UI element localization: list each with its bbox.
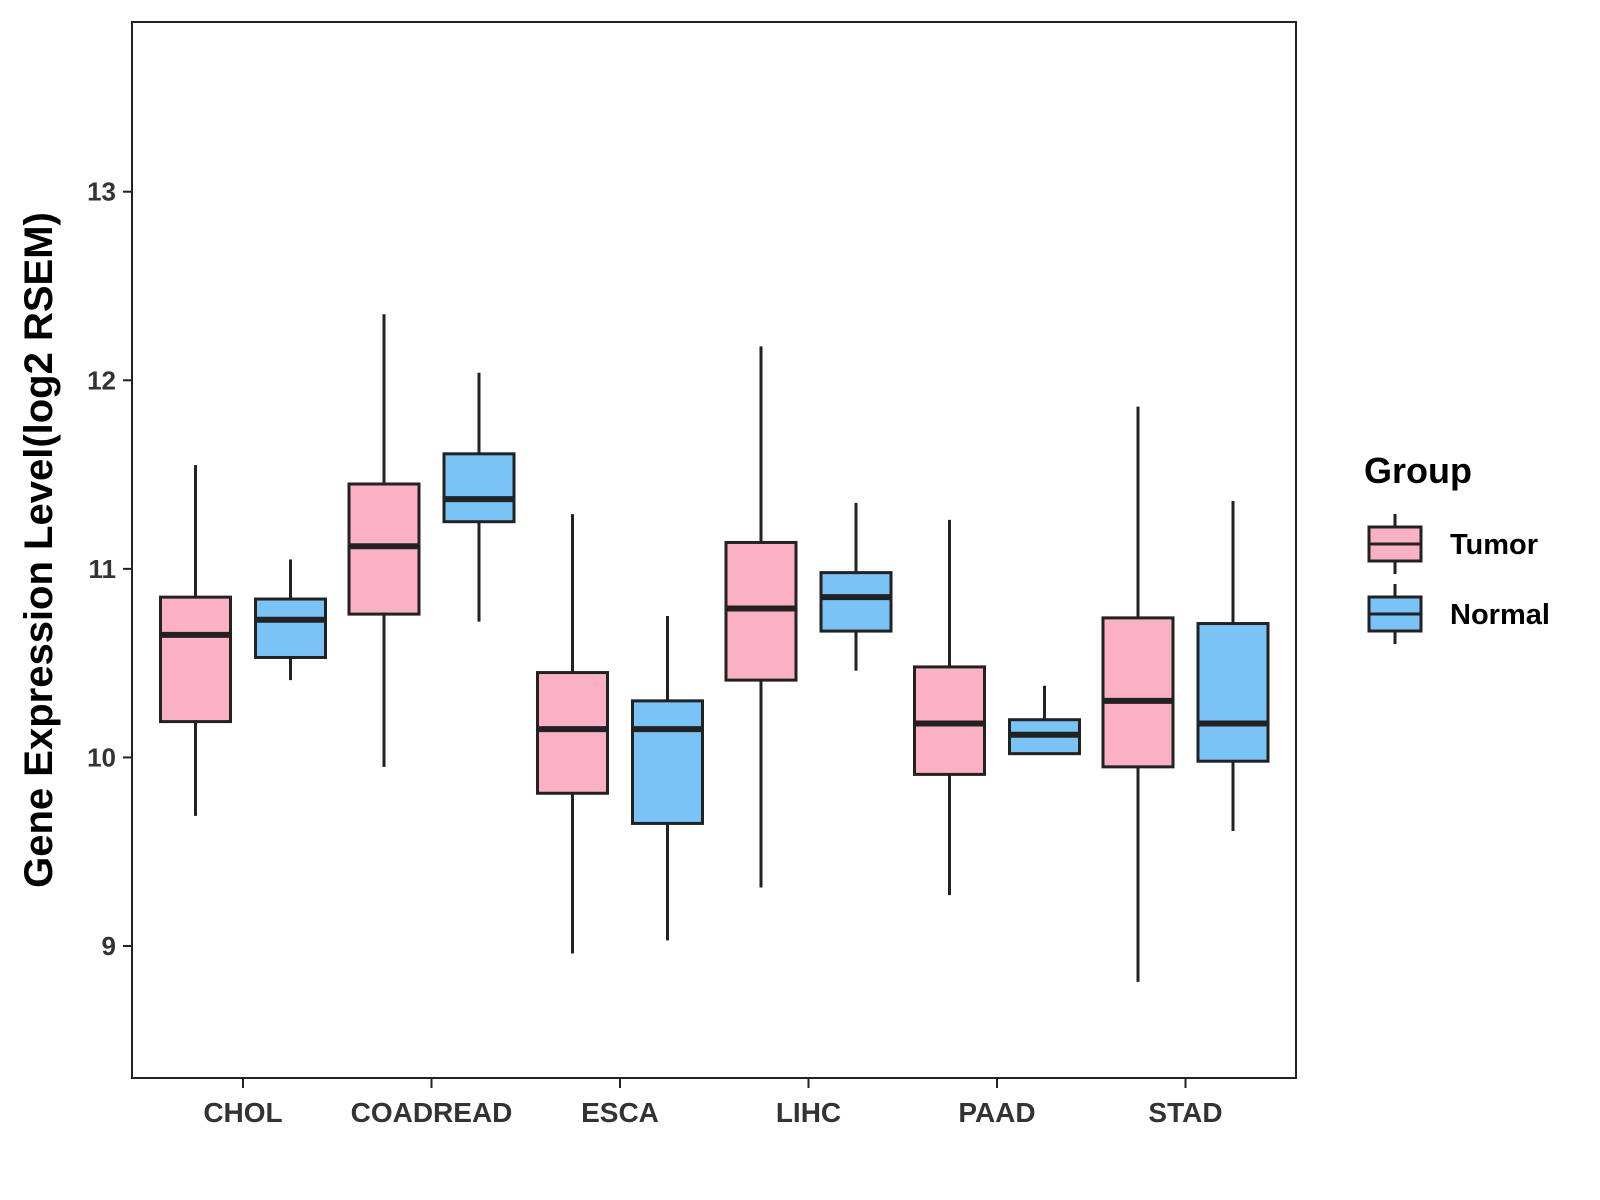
- y-tick-label: 13: [87, 177, 116, 207]
- box-iqr: [631, 699, 704, 825]
- box-iqr: [442, 452, 516, 524]
- legend-label: Normal: [1450, 599, 1550, 631]
- box-normal-lihc: [819, 502, 893, 671]
- box-tumor-lihc: [724, 346, 798, 888]
- plot-marks: [159, 314, 1270, 982]
- y-tick-label: 12: [87, 365, 116, 395]
- box-iqr: [159, 595, 232, 724]
- legend-item-normal: Normal: [1367, 584, 1550, 644]
- legend-item-tumor: Tumor: [1367, 514, 1538, 574]
- x-axis: CHOL COADREAD ESCA LIHC PAAD STAD: [203, 1078, 1223, 1128]
- box-tumor-chol: [159, 465, 232, 816]
- box-tumor-esca: [536, 514, 609, 954]
- y-axis: 9 10 11 12 13: [87, 177, 132, 961]
- plot-panel-border: [131, 21, 1297, 1079]
- x-tick-label: STAD: [1148, 1097, 1222, 1128]
- y-tick-label: 9: [102, 931, 116, 961]
- box-iqr: [1196, 622, 1270, 763]
- y-tick-label: 11: [89, 554, 117, 584]
- x-tick-label: LIHC: [776, 1097, 841, 1128]
- box-iqr: [254, 597, 327, 659]
- x-tick-label: PAAD: [958, 1097, 1035, 1128]
- y-tick-label: 10: [87, 742, 116, 772]
- y-axis-title: Gene Expression Level(log2 RSEM): [17, 212, 61, 888]
- box-normal-paad: [1008, 685, 1081, 756]
- box-tumor-paad: [913, 519, 986, 896]
- legend-title: Group: [1364, 450, 1472, 491]
- box-normal-stad: [1196, 500, 1270, 831]
- x-tick-label: ESCA: [581, 1097, 659, 1128]
- box-tumor-stad: [1101, 406, 1175, 982]
- box-tumor-coadread: [347, 314, 421, 767]
- box-iqr: [819, 571, 893, 633]
- x-tick-label: CHOL: [203, 1097, 282, 1128]
- x-tick-label: COADREAD: [351, 1097, 513, 1128]
- box-iqr: [1101, 616, 1175, 769]
- box-normal-esca: [631, 616, 704, 941]
- box-normal-chol: [254, 559, 327, 681]
- box-iqr: [536, 671, 609, 795]
- legend-label: Tumor: [1450, 529, 1538, 561]
- box-normal-coadread: [442, 372, 516, 622]
- legend: Group Tumor Normal: [1364, 450, 1550, 644]
